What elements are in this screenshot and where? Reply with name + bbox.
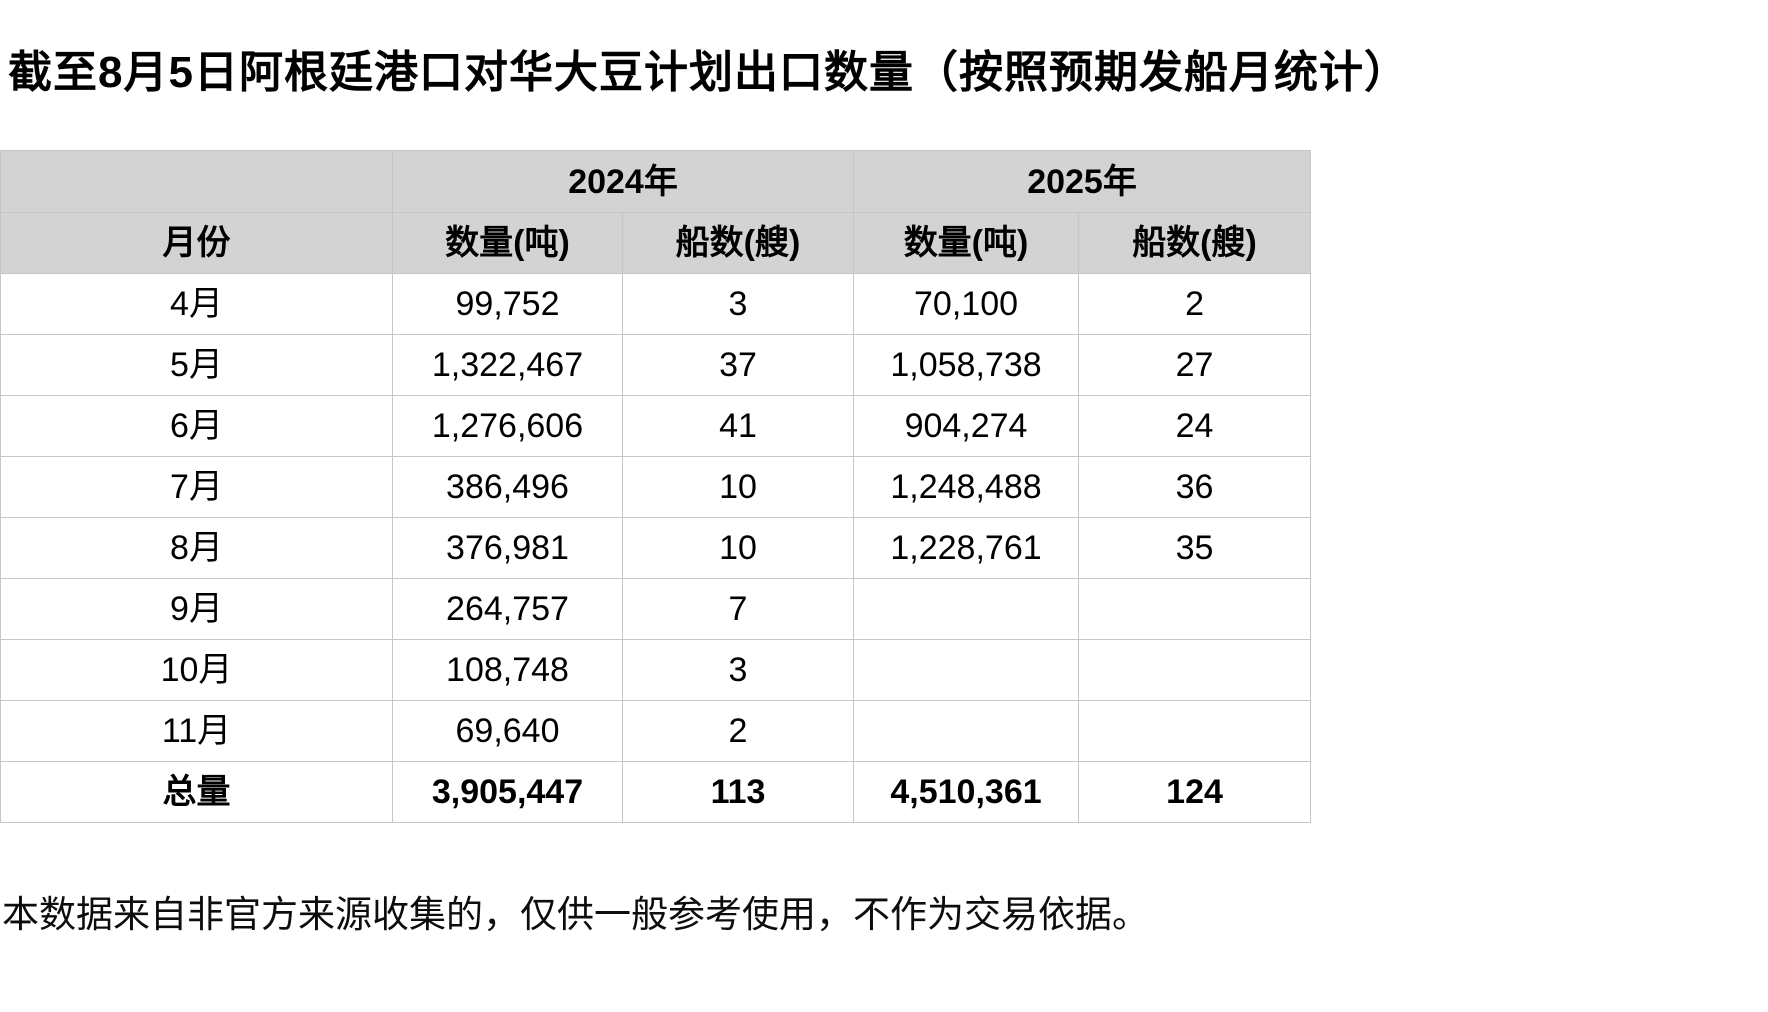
soybean-export-table: 2024年 2025年 月份 数量(吨) 船数(艘) 数量(吨) 船数(艘) 4…: [0, 150, 1312, 823]
col-header-month: 月份: [0, 212, 393, 274]
year-header-row: 2024年 2025年: [0, 150, 1312, 213]
qty-2025-cell: [853, 639, 1080, 701]
qty-2025-cell: 1,228,761: [853, 517, 1080, 579]
table-row: 8月 376,981 10 1,228,761 35: [0, 517, 1312, 579]
table-row: 11月 69,640 2: [0, 700, 1312, 762]
blank-corner-cell: [0, 150, 393, 213]
year-header-2024: 2024年: [391, 150, 855, 213]
qty-2025-cell: 1,248,488: [853, 456, 1080, 518]
footnote: 本数据来自非官方来源收集的，仅供一般参考使用，不作为交易依据。: [2, 894, 1149, 935]
qty-2024-cell: 376,981: [392, 517, 623, 579]
total-ships-2024-cell: 113: [621, 761, 855, 823]
qty-2025-cell: [853, 578, 1080, 640]
qty-2024-cell: 386,496: [392, 456, 623, 518]
ships-2024-cell: 7: [621, 578, 855, 640]
ships-2025-cell: 27: [1078, 334, 1312, 396]
ships-2025-cell: 36: [1078, 456, 1312, 518]
ships-2025-cell: [1078, 639, 1312, 701]
qty-2024-cell: 264,757: [392, 578, 623, 640]
ships-2024-cell: 3: [621, 639, 855, 701]
total-row: 总量 3,905,447 113 4,510,361 124: [0, 761, 1312, 823]
month-cell: 4月: [0, 273, 393, 335]
table-body: 4月 99,752 3 70,100 2 5月 1,322,467 37 1,0…: [0, 273, 1312, 823]
month-cell: 10月: [0, 639, 393, 701]
total-qty-2025-cell: 4,510,361: [853, 761, 1080, 823]
ships-2024-cell: 3: [621, 273, 855, 335]
ships-2024-cell: 37: [621, 334, 855, 396]
total-qty-2024-cell: 3,905,447: [392, 761, 623, 823]
column-header-row: 月份 数量(吨) 船数(艘) 数量(吨) 船数(艘): [0, 212, 1312, 274]
month-cell: 6月: [0, 395, 393, 457]
qty-2024-cell: 69,640: [392, 700, 623, 762]
month-cell: 11月: [0, 700, 393, 762]
col-header-qty-2025: 数量(吨): [853, 212, 1080, 274]
qty-2024-cell: 1,276,606: [392, 395, 623, 457]
table-header: 2024年 2025年 月份 数量(吨) 船数(艘) 数量(吨) 船数(艘): [0, 150, 1312, 274]
month-cell: 7月: [0, 456, 393, 518]
ships-2025-cell: 24: [1078, 395, 1312, 457]
table-row: 5月 1,322,467 37 1,058,738 27: [0, 334, 1312, 396]
month-cell: 9月: [0, 578, 393, 640]
ships-2025-cell: 35: [1078, 517, 1312, 579]
qty-2025-cell: 904,274: [853, 395, 1080, 457]
table-row: 6月 1,276,606 41 904,274 24: [0, 395, 1312, 457]
ships-2025-cell: 2: [1078, 273, 1312, 335]
col-header-ships-2025: 船数(艘): [1078, 212, 1312, 274]
table-row: 10月 108,748 3: [0, 639, 1312, 701]
ships-2024-cell: 10: [621, 517, 855, 579]
ships-2025-cell: [1078, 578, 1312, 640]
ships-2024-cell: 10: [621, 456, 855, 518]
qty-2025-cell: 1,058,738: [853, 334, 1080, 396]
qty-2025-cell: 70,100: [853, 273, 1080, 335]
ships-2024-cell: 41: [621, 395, 855, 457]
table-row: 7月 386,496 10 1,248,488 36: [0, 456, 1312, 518]
col-header-ships-2024: 船数(艘): [621, 212, 855, 274]
col-header-qty-2024: 数量(吨): [392, 212, 623, 274]
month-cell: 8月: [0, 517, 393, 579]
total-ships-2025-cell: 124: [1078, 761, 1312, 823]
qty-2024-cell: 108,748: [392, 639, 623, 701]
total-label-cell: 总量: [0, 761, 393, 823]
qty-2024-cell: 1,322,467: [392, 334, 623, 396]
month-cell: 5月: [0, 334, 393, 396]
ships-2024-cell: 2: [621, 700, 855, 762]
page-title: 截至8月5日阿根廷港口对华大豆计划出口数量（按照预期发船月统计）: [8, 48, 1409, 97]
table-row: 4月 99,752 3 70,100 2: [0, 273, 1312, 335]
qty-2025-cell: [853, 700, 1080, 762]
qty-2024-cell: 99,752: [392, 273, 623, 335]
table-row: 9月 264,757 7: [0, 578, 1312, 640]
ships-2025-cell: [1078, 700, 1312, 762]
year-header-2025: 2025年: [853, 150, 1312, 213]
